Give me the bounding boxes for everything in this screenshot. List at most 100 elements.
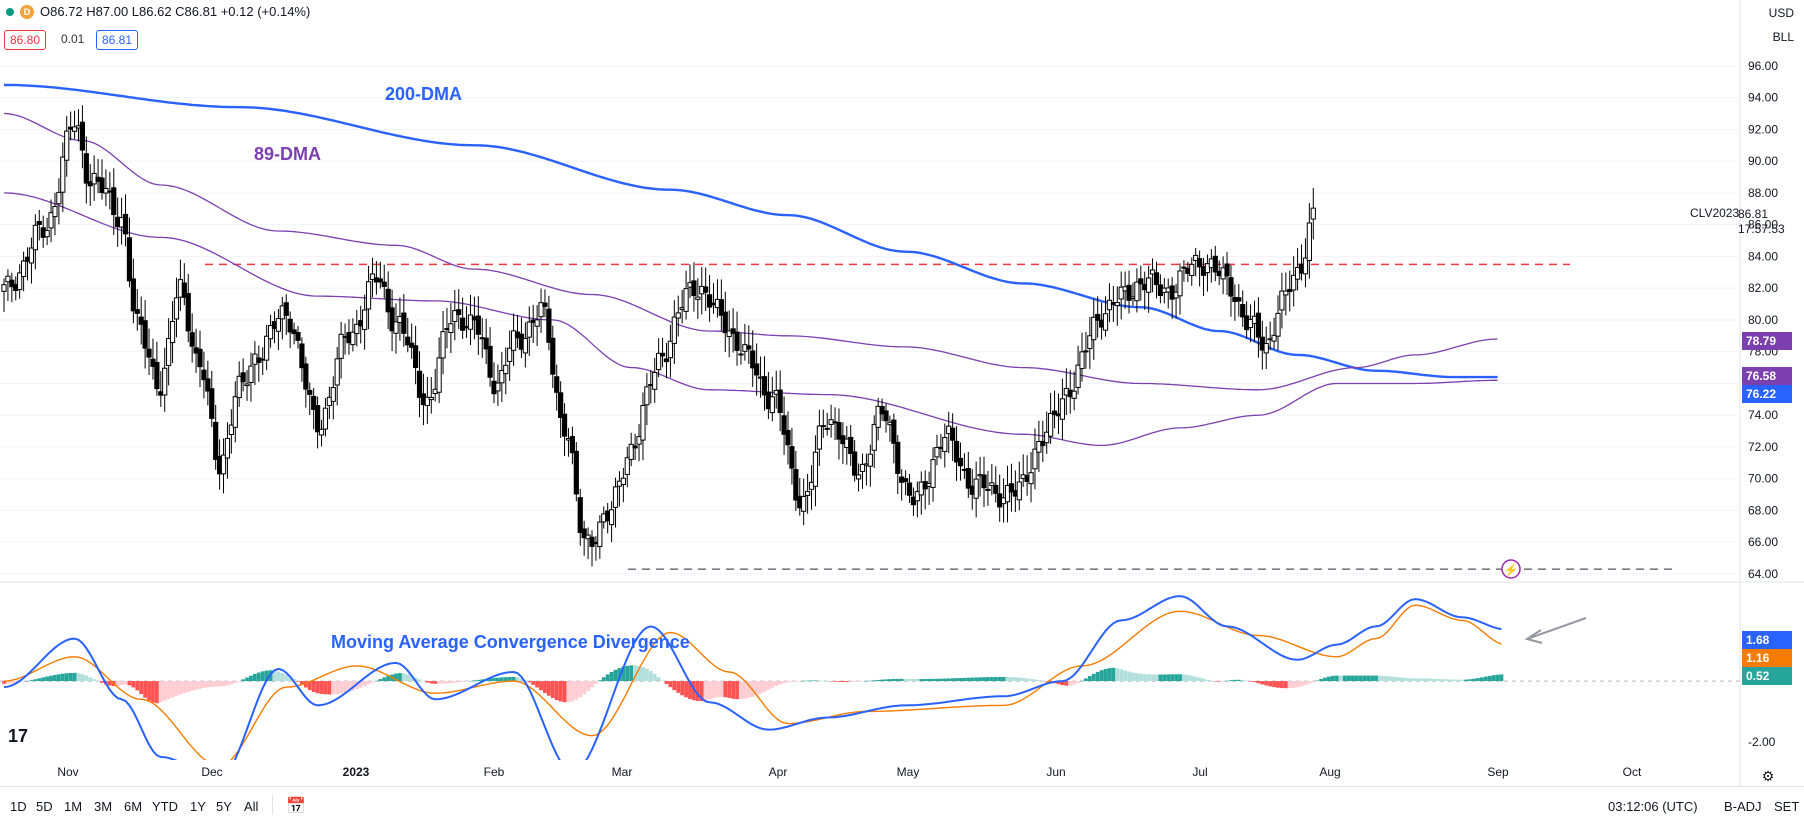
ask-price[interactable]: 86.81 xyxy=(96,30,139,50)
candle-body xyxy=(146,348,152,358)
candle-body xyxy=(240,372,246,383)
candle-body xyxy=(244,383,250,387)
candle xyxy=(130,258,136,324)
candle xyxy=(754,343,760,396)
range-5y[interactable]: 5Y xyxy=(216,799,232,814)
candle xyxy=(781,396,787,455)
macd-histogram-bar xyxy=(166,681,171,700)
candle xyxy=(1071,371,1077,411)
alert-icon[interactable]: ⚡ xyxy=(1501,559,1521,579)
candle xyxy=(460,297,466,340)
macd-histogram-bar xyxy=(154,681,159,704)
macd-histogram-bar xyxy=(586,681,590,691)
currency-selector[interactable]: USD xyxy=(1768,6,1794,20)
candle xyxy=(267,314,274,348)
macd-histogram-bar xyxy=(1197,677,1202,682)
candle-body xyxy=(169,320,176,344)
macd-histogram-bar xyxy=(986,677,990,682)
range-all[interactable]: All xyxy=(244,799,259,814)
price-chart[interactable]: 96.00 94.00 92.00 90.00 88.00 86.00 84.00 82.00… xyxy=(0,0,1804,786)
macd-histogram-bar xyxy=(1064,681,1069,686)
candle xyxy=(287,311,293,349)
macd-histogram-bar xyxy=(233,681,238,683)
candle xyxy=(750,330,756,387)
candle-body xyxy=(44,229,50,238)
candle-body xyxy=(1036,441,1042,453)
candle-body xyxy=(538,302,544,318)
candle xyxy=(205,360,211,406)
price-tick-label: 68.00 xyxy=(1748,503,1778,517)
candle-body xyxy=(416,370,423,398)
candle-body xyxy=(1146,277,1152,293)
range-5d[interactable]: 5D xyxy=(36,799,53,814)
candle-body xyxy=(852,451,858,476)
signal-value-tag: 1.16 xyxy=(1742,649,1792,667)
macd-histogram-bar xyxy=(76,673,81,682)
interval-badge[interactable]: D xyxy=(20,4,34,19)
candle xyxy=(5,269,11,301)
macd-histogram-bar xyxy=(460,681,465,682)
candle xyxy=(275,308,281,351)
macd-histogram-bar xyxy=(303,681,308,688)
price-tick-label: 88.00 xyxy=(1748,186,1778,200)
candle xyxy=(656,338,662,378)
candle xyxy=(855,463,862,492)
macd-histogram-bar xyxy=(1381,675,1386,682)
horizontal-levels xyxy=(205,263,1676,571)
candle xyxy=(1095,296,1101,338)
macd-histogram-bar xyxy=(256,672,261,682)
macd-histogram-bar xyxy=(546,681,551,696)
candle xyxy=(953,426,960,481)
candle-body xyxy=(1283,290,1289,296)
candle-body xyxy=(1310,207,1316,220)
clock-time[interactable]: 03:12:06 (UTC) xyxy=(1608,799,1698,814)
macd-histogram-bar xyxy=(911,679,916,682)
candle-body xyxy=(1291,274,1297,291)
candle-body xyxy=(436,357,442,393)
range-1y[interactable]: 1Y xyxy=(190,799,206,814)
candle xyxy=(695,278,701,320)
macd-histogram-bar xyxy=(123,681,128,685)
macd-histogram-bar xyxy=(178,681,183,695)
macd-histogram-bar xyxy=(472,680,477,682)
macd-histogram-bar xyxy=(770,681,775,688)
range-6m[interactable]: 6M xyxy=(124,799,143,814)
candle-body xyxy=(369,273,376,281)
range-ytd[interactable]: YTD xyxy=(152,799,178,814)
macd-histogram-bar xyxy=(1036,680,1041,682)
candle xyxy=(1028,452,1034,503)
candle xyxy=(1197,250,1203,287)
macd-histogram-bar xyxy=(523,680,528,682)
macd-histogram-bar xyxy=(966,677,971,682)
macd-histogram-bar xyxy=(558,681,563,702)
candle xyxy=(338,321,344,379)
macd-histogram-bar xyxy=(868,680,873,682)
range-1d[interactable]: 1D xyxy=(10,799,27,814)
candle xyxy=(503,347,509,395)
macd-histogram-bar xyxy=(903,678,908,682)
macd-histogram-bar xyxy=(1432,678,1437,682)
range-3m[interactable]: 3M xyxy=(94,799,113,814)
session-toggle[interactable]: SET xyxy=(1774,799,1800,814)
unit-selector[interactable]: BLL xyxy=(1772,30,1794,44)
candle xyxy=(1,278,7,312)
macd-histogram-bar xyxy=(1095,671,1100,682)
macd-histogram-bar xyxy=(1283,681,1288,689)
range-1m[interactable]: 1M xyxy=(64,799,83,814)
candle-body xyxy=(507,347,513,362)
macd-histogram-bar xyxy=(1099,670,1104,682)
macd-histogram-bar xyxy=(782,681,786,684)
macd-histogram-bar xyxy=(715,681,720,698)
calendar-icon[interactable]: 📅 xyxy=(286,798,306,815)
adjustment-toggle[interactable]: B-ADJ xyxy=(1724,799,1762,814)
macd-histogram-bar xyxy=(895,678,900,682)
candle xyxy=(652,357,658,403)
candle-body xyxy=(475,315,481,335)
candle-body xyxy=(1224,263,1230,277)
macd-histogram-bar xyxy=(1033,679,1037,682)
bid-price[interactable]: 86.80 xyxy=(4,30,47,50)
ma200-price-tag: 76.58 xyxy=(1742,367,1792,385)
candle-body xyxy=(228,424,234,436)
candle-body xyxy=(1302,257,1309,275)
macd-histogram-bar xyxy=(37,678,42,682)
